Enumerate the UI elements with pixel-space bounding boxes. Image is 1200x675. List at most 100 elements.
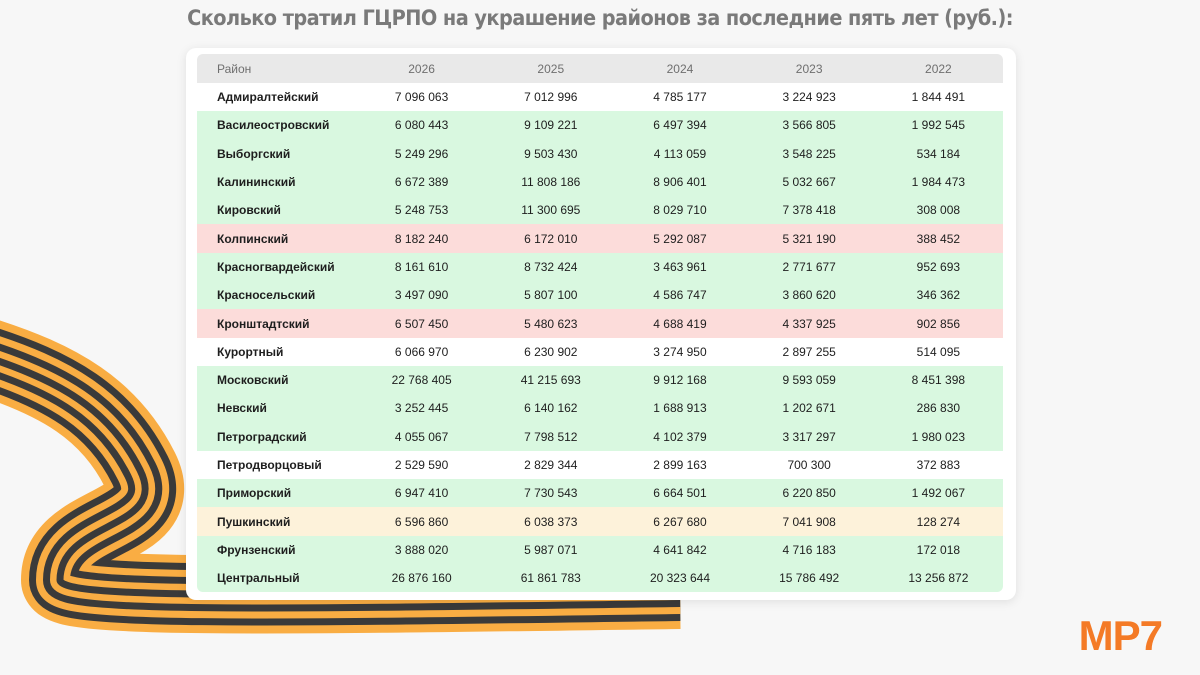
table-row: Петродворцовый 2 529 590 2 829 344 2 899 16…	[197, 450, 1003, 480]
table-row: Колпинский 8 182 240 6 172 010 5 292 087 5 3…	[197, 224, 1003, 253]
value-cell-2025: 6 230 902	[524, 344, 578, 359]
value-cell-2024: 4 102 379	[653, 429, 707, 444]
district-name: Колпинский	[217, 231, 289, 246]
value-cell-2024: 4 641 842	[653, 542, 707, 557]
value-cell-2025: 11 808 186	[521, 175, 581, 190]
district-name: Петроградский	[217, 429, 307, 444]
district-name: Московский	[217, 373, 289, 388]
value-cell-2024: 8 906 401	[653, 175, 707, 190]
value-cell-2024: 3 463 961	[653, 259, 707, 274]
value-cell-2026: 6 672 389	[394, 175, 449, 190]
value-cell-2023: 2 897 255	[782, 344, 836, 359]
table-row: Кронштадтский 6 507 450 5 480 623 4 688 419…	[197, 309, 1003, 338]
district-name: Красногвардейский	[217, 259, 335, 274]
spending-table: Район 2026 2025 2024 2023 2022 Адмиралте…	[197, 54, 1003, 593]
value-cell-2022: 1 984 473	[911, 175, 966, 190]
table-row: Калининский 6 672 389 11 808 186 8 906 401 5…	[197, 167, 1003, 197]
value-cell-2022: 286 830	[916, 401, 961, 416]
value-cell-2022: 1 980 023	[911, 429, 966, 444]
value-cell-2024: 4 785 177	[653, 90, 707, 105]
value-cell-2024: 4 586 747	[653, 288, 707, 303]
value-cell-2022: 372 883	[916, 458, 961, 472]
value-cell-2026: 3 252 445	[394, 401, 449, 416]
value-cell-2023: 15 786 492	[779, 571, 840, 586]
value-cell-2023: 3 566 805	[782, 118, 836, 133]
column-header-2024: 2024	[666, 61, 694, 76]
table-row: Петроградский 4 055 067 7 798 512 4 102 379…	[197, 422, 1003, 451]
value-cell-2022: 952 693	[916, 259, 961, 274]
value-cell-2023: 5 032 667	[782, 175, 836, 190]
district-name: Кировский	[217, 203, 281, 218]
value-cell-2026: 6 507 450	[394, 316, 449, 331]
value-cell-2024: 9 912 168	[653, 373, 707, 388]
value-cell-2025: 41 215 693	[520, 373, 581, 388]
value-cell-2025: 6 038 373	[524, 514, 578, 529]
value-cell-2025: 6 172 010	[524, 231, 578, 246]
value-cell-2026: 26 876 160	[391, 571, 452, 586]
value-cell-2026: 6 080 443	[394, 118, 449, 133]
value-cell-2023: 700 300	[787, 458, 831, 472]
value-cell-2024: 4 113 059	[653, 146, 707, 161]
value-cell-2026: 6 066 970	[394, 344, 449, 359]
value-cell-2023: 9 593 059	[782, 373, 836, 388]
value-cell-2026: 5 249 296	[394, 146, 449, 161]
district-name: Фрунзенский	[217, 542, 296, 557]
value-cell-2022: 1 492 067	[911, 486, 966, 501]
value-cell-2025: 5 480 623	[524, 316, 578, 331]
value-cell-2023: 4 716 183	[782, 542, 836, 557]
table-row: Курортный 6 066 970 6 230 902 3 274 950 2 89…	[197, 337, 1003, 366]
district-name: Василеостровский	[217, 118, 330, 133]
value-cell-2023: 5 321 190	[782, 231, 836, 246]
district-name: Невский	[217, 401, 267, 416]
value-cell-2022: 346 362	[916, 288, 961, 303]
value-cell-2022: 8 451 398	[911, 373, 966, 388]
district-name: Пушкинский	[217, 514, 291, 529]
value-cell-2024: 2 899 163	[653, 458, 707, 472]
district-name: Красносельский	[217, 288, 316, 303]
value-cell-2023: 3 860 620	[782, 288, 836, 303]
value-cell-2024: 6 664 501	[653, 486, 707, 501]
district-name: Калининский	[217, 175, 296, 190]
column-header-2025: 2025	[537, 61, 565, 76]
district-name: Выборгский	[217, 146, 291, 161]
value-cell-2026: 4 055 067	[394, 429, 449, 444]
value-cell-2025: 2 829 344	[524, 458, 578, 472]
value-cell-2022: 172 018	[916, 542, 961, 557]
value-cell-2023: 7 378 418	[782, 203, 836, 218]
table-row: Василеостровский 6 080 443 9 109 221 6 497 …	[197, 111, 1003, 140]
value-cell-2026: 2 529 590	[394, 458, 449, 472]
value-cell-2026: 8 182 240	[394, 231, 449, 246]
value-cell-2022: 534 184	[916, 146, 961, 161]
value-cell-2023: 3 548 225	[782, 146, 836, 161]
value-cell-2023: 6 220 850	[782, 486, 836, 501]
value-cell-2026: 3 888 020	[394, 542, 449, 557]
table-row: Кировский 5 248 753 11 300 695 8 029 710 7 3…	[197, 196, 1003, 225]
value-cell-2026: 3 497 090	[394, 288, 449, 303]
value-cell-2023: 7 041 908	[782, 514, 836, 529]
value-cell-2024: 20 323 644	[649, 571, 710, 586]
value-cell-2025: 61 861 783	[520, 571, 581, 586]
value-cell-2024: 1 688 913	[653, 401, 707, 416]
table-row: Московский 22 768 405 41 215 693 9 912 168 9…	[197, 365, 1003, 395]
column-header-district: Район	[217, 61, 252, 76]
value-cell-2025: 11 300 695	[521, 203, 581, 218]
value-cell-2023: 4 337 925	[782, 316, 836, 331]
table-row: Пушкинский 6 596 860 6 038 373 6 267 680 7 0…	[197, 507, 1003, 536]
value-cell-2025: 9 109 221	[524, 118, 578, 133]
value-cell-2025: 6 140 162	[524, 401, 578, 416]
value-cell-2026: 8 161 610	[394, 259, 449, 274]
data-table-card: Район 2026 2025 2024 2023 2022 Адмиралте…	[186, 48, 1016, 600]
value-cell-2025: 9 503 430	[524, 146, 578, 161]
value-cell-2025: 5 987 071	[524, 542, 578, 557]
value-cell-2022: 1 844 491	[911, 90, 966, 105]
value-cell-2026: 22 768 405	[391, 373, 452, 388]
table-row: Красносельский 3 497 090 5 807 100 4 586 74…	[197, 281, 1003, 310]
value-cell-2026: 6 947 410	[394, 486, 449, 501]
value-cell-2025: 7 798 512	[524, 429, 578, 444]
page-title: Сколько тратил ГЦРПО на украшение районо…	[187, 6, 1013, 30]
value-cell-2024: 4 688 419	[653, 316, 707, 331]
value-cell-2022: 128 274	[916, 514, 961, 529]
value-cell-2024: 5 292 087	[653, 231, 707, 246]
value-cell-2022: 902 856	[916, 316, 961, 331]
value-cell-2022: 514 095	[916, 344, 961, 359]
